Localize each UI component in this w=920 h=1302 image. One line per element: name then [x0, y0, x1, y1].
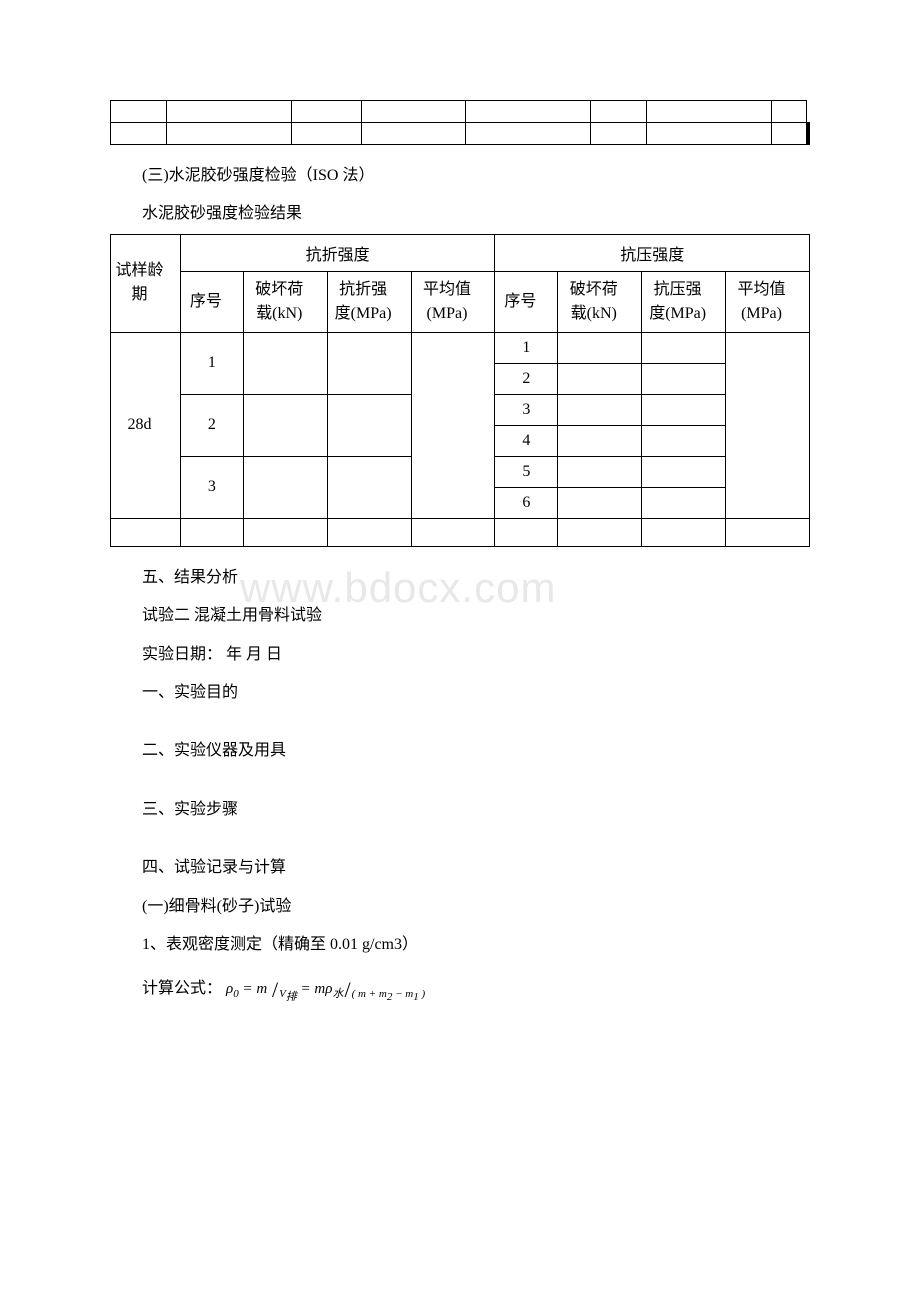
right-seq-2: 2	[495, 363, 558, 394]
strength-table: 试样龄期 抗折强度 抗压强度 序号 破坏荷载(kN) 抗折强度(MPa) 平均值…	[110, 234, 810, 547]
subheading-result: 水泥胶砂强度检验结果	[142, 195, 810, 233]
hdr-left-seq: 序号	[180, 271, 243, 332]
right-seq-4: 4	[495, 425, 558, 456]
right-seq-5: 5	[495, 456, 558, 487]
section-5: 五、结果分析	[142, 559, 810, 597]
section-1: 一、实验目的	[142, 674, 810, 712]
table-row	[111, 518, 810, 546]
hdr-right-strength: 抗压强度(MPa)	[642, 271, 726, 332]
table-row: 试样龄期 抗折强度 抗压强度	[111, 234, 810, 271]
table-row: 序号 破坏荷载(kN) 抗折强度(MPa) 平均值(MPa) 序号 破坏荷载(k…	[111, 271, 810, 332]
formula-label: 计算公式：	[142, 980, 222, 997]
experiment-2-title: 试验二 混凝土用骨料试验	[142, 597, 810, 635]
corner-header: 试样龄期	[111, 234, 181, 332]
left-seq-2: 2	[180, 394, 243, 456]
age-cell: 28d	[111, 332, 181, 518]
hdr-right-seq: 序号	[495, 271, 558, 332]
right-seq-1: 1	[495, 332, 558, 363]
right-seq-3: 3	[495, 394, 558, 425]
hdr-left-strength: 抗折强度(MPa)	[327, 271, 411, 332]
section-4: 四、试验记录与计算	[142, 849, 810, 887]
hdr-right-avg: 平均值(MPa)	[726, 271, 810, 332]
experiment-date: 实验日期： 年 月 日	[142, 636, 810, 674]
section-2: 二、实验仪器及用具	[142, 732, 810, 770]
hdr-left-avg: 平均值(MPa)	[411, 271, 495, 332]
hdr-right-load: 破坏荷载(kN)	[558, 271, 642, 332]
table-row: 28d 1 1	[111, 332, 810, 363]
subsection-1: (一)细骨料(砂子)试验	[142, 888, 810, 926]
item-1: 1、表观密度测定（精确至 0.01 g/cm3）	[142, 926, 810, 964]
formula-line: 计算公式： ρ0 = m /V排 = mρ水/( m + m2 − m1 )	[142, 964, 810, 1017]
section-3: 三、实验步骤	[142, 791, 810, 829]
formula-content: ρ0 = m /V排 = mρ水/( m + m2 − m1 )	[226, 981, 425, 997]
left-seq-3: 3	[180, 456, 243, 518]
table-row	[111, 101, 810, 123]
heading-iso: (三)水泥胶砂强度检验（ISO 法）	[142, 157, 810, 195]
group-left-header: 抗折强度	[180, 234, 495, 271]
group-right-header: 抗压强度	[495, 234, 810, 271]
top-small-table	[110, 100, 810, 145]
right-seq-6: 6	[495, 487, 558, 518]
page-content: (三)水泥胶砂强度检验（ISO 法） 水泥胶砂强度检验结果 www.bdocx.…	[110, 100, 810, 1017]
left-seq-1: 1	[180, 332, 243, 394]
table-row	[111, 123, 810, 145]
hdr-left-load: 破坏荷载(kN)	[243, 271, 327, 332]
